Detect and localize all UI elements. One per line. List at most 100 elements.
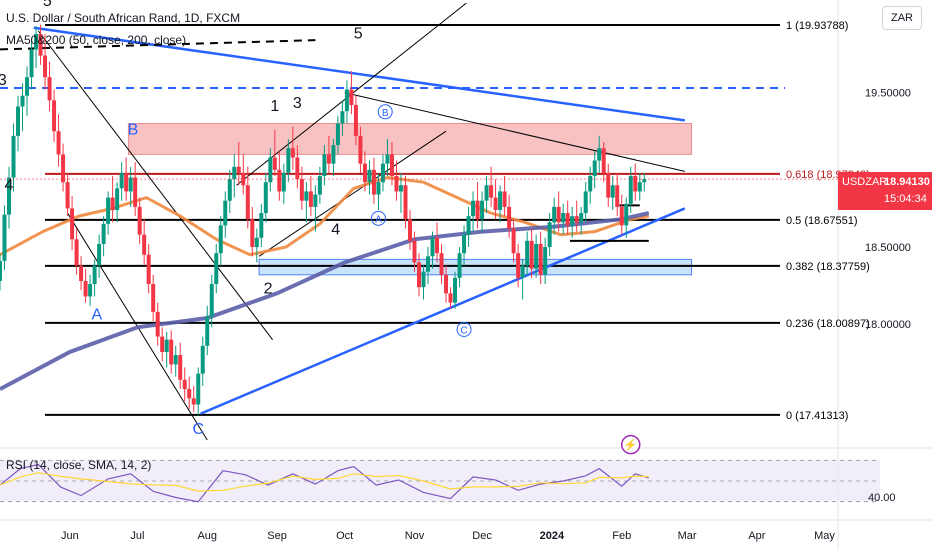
x-tick-label: Feb (612, 530, 631, 542)
wave-label: A (92, 307, 103, 324)
wave-label: 5 (43, 0, 52, 10)
candle-body (74, 239, 79, 266)
candle-body (525, 240, 530, 266)
symbol-title: U.S. Dollar / South African Rand, 1D, FX… (6, 11, 241, 25)
candle-body (412, 240, 417, 263)
candle-body (610, 185, 615, 198)
candle-body (371, 169, 376, 195)
candle-body (7, 177, 12, 215)
indicator-legend: MA50&200 (50, close, 200, close) (6, 33, 187, 47)
candle-body (380, 163, 385, 183)
wave-label: 2 (264, 280, 273, 297)
candle-body (331, 145, 336, 164)
trendline-channel-low (258, 130, 447, 257)
candle-body (326, 154, 331, 164)
candle-body (200, 345, 205, 374)
candle-body (444, 274, 449, 294)
x-tick-label: Jul (130, 530, 144, 542)
wave-label: C (192, 421, 204, 438)
candle-body (20, 95, 25, 107)
candle-body (128, 177, 133, 192)
candle-body (597, 148, 602, 161)
candle-body (16, 106, 21, 136)
candle-body (471, 200, 476, 217)
candle-body (182, 379, 187, 390)
candle-body (259, 213, 264, 238)
candle-body (322, 154, 327, 176)
candle-body (484, 185, 489, 201)
wave-label: 5 (354, 26, 363, 43)
candle-body (353, 104, 358, 136)
candle-body (606, 172, 611, 198)
x-tick-label: May (814, 530, 835, 542)
y-tick-label: 18.00000 (865, 319, 911, 331)
candle-body (502, 191, 507, 207)
price-tag-price: 18.94130 (884, 176, 930, 188)
candle-body (124, 172, 129, 192)
candle-body (480, 200, 485, 220)
candle-body (52, 100, 57, 132)
candle-body (178, 355, 183, 380)
candle-body (385, 154, 390, 164)
candle-body (56, 131, 61, 155)
wave-circle (456, 321, 472, 337)
last-price-tag: USDZAR 18.94130 15:04:34 (838, 172, 932, 210)
fib-label-0.5: 0.5 (18.67551) (786, 215, 858, 227)
trendline-lower-blue (200, 207, 686, 415)
candle-body (574, 216, 579, 223)
candle-body (245, 185, 250, 220)
candle-body (619, 206, 624, 226)
candle-body (173, 355, 178, 365)
candle-body (615, 185, 620, 207)
candle-body (475, 200, 480, 220)
candle-body (268, 157, 273, 183)
candle-body (191, 398, 196, 405)
candle-body (254, 237, 259, 248)
x-tick-label: Nov (405, 530, 425, 542)
candle-body (389, 154, 394, 176)
wave-label: B (128, 121, 139, 138)
support-zone (258, 258, 693, 276)
candle-body (115, 188, 120, 210)
candle-body (588, 176, 593, 192)
candle-body (570, 216, 575, 226)
wave-label: 3 (0, 72, 7, 89)
trendline-upper-blue (33, 26, 685, 122)
candle-body (151, 284, 156, 312)
x-tick-label: 2024 (540, 530, 565, 542)
candle-body (439, 253, 444, 275)
wave-label: 1 (270, 98, 279, 115)
wave-label: 4 (5, 177, 14, 194)
wave-circle (370, 210, 386, 226)
candle-body (493, 197, 498, 210)
x-tick-label: Jun (61, 530, 79, 542)
candle-body (119, 172, 124, 189)
lightning-icon: ⚡ (624, 439, 638, 452)
candle-body (214, 253, 219, 285)
price-tag-symbol: USDZAR (842, 176, 888, 188)
candle-body (299, 179, 304, 201)
candle-body (426, 256, 431, 272)
candle-body (448, 293, 453, 303)
candle-body (101, 223, 106, 244)
candle-body (367, 169, 372, 183)
candle-body (241, 172, 246, 186)
candle-body (453, 277, 458, 303)
wave-label: 3 (293, 95, 302, 112)
candle-body (295, 157, 300, 180)
candle-body (583, 191, 588, 214)
candle-body (421, 271, 426, 288)
candle-body (317, 176, 322, 195)
candle-body (209, 284, 214, 317)
candle-body (146, 254, 151, 285)
candle-body (227, 179, 232, 201)
candle-body (403, 185, 408, 220)
candle-body (65, 182, 70, 209)
candle-body (538, 243, 543, 275)
candle-body (110, 197, 115, 210)
currency-button[interactable]: ZAR (882, 6, 922, 30)
fib-label-0: 0 (17.41313) (786, 410, 848, 422)
candle-body (435, 237, 440, 254)
